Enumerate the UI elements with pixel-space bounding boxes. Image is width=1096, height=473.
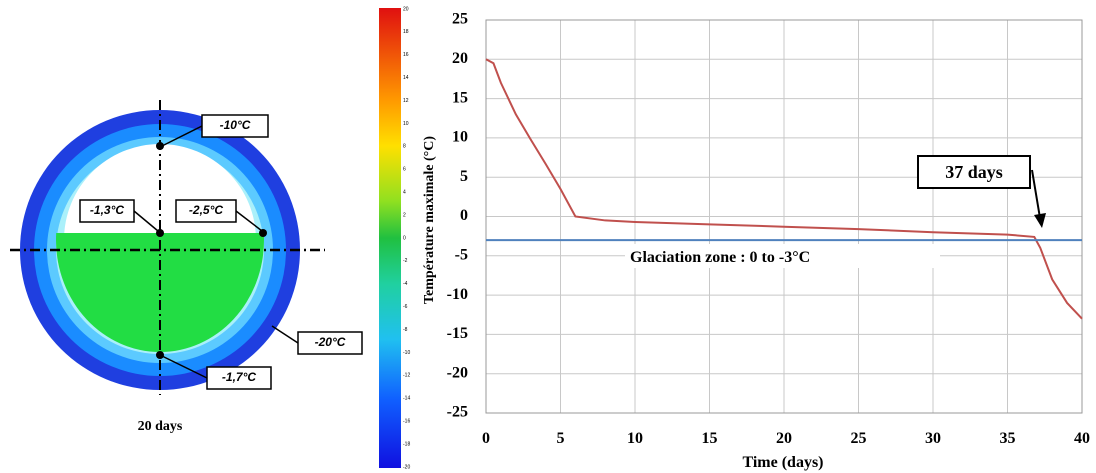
colorbar-label: -10	[403, 350, 410, 356]
leaders	[133, 125, 299, 379]
x-tick-label: 10	[627, 430, 643, 447]
annotation-bg	[625, 244, 940, 268]
y-tick-label: -10	[447, 286, 468, 303]
data-line	[485, 58, 1083, 320]
colorbar-label: 16	[403, 52, 409, 58]
colorbar-label: 0	[403, 235, 406, 241]
colorbar-label: -4	[403, 281, 408, 287]
colorbar-label: -8	[403, 327, 408, 333]
y-tick-label: 20	[452, 50, 468, 67]
section-diagram: -10°C -1,3°C -2,5°C -20°C -1,7°C 20 days	[10, 100, 363, 434]
temp-label: -2,5°C	[189, 203, 223, 217]
x-tick-label: 5	[557, 430, 565, 447]
colorbar-label: -12	[403, 373, 410, 379]
temp-label: -1,7°C	[222, 370, 256, 384]
temp-label: -10°C	[220, 118, 251, 132]
annotation-box	[917, 155, 1031, 189]
x-tick-label: 15	[702, 430, 718, 447]
colorbar-label: -14	[403, 396, 410, 402]
y-tick-label: -5	[455, 246, 468, 263]
colorbar-label: -16	[403, 419, 410, 425]
colorbar-label: 10	[403, 121, 409, 127]
colorbar-label: -20	[403, 464, 410, 470]
colorbar-label: 2	[403, 212, 406, 218]
y-tick-label: 10	[452, 129, 468, 146]
colorbar-ticks: 20181614121086420-2-4-6-8-10-12-14-16-18…	[403, 6, 410, 470]
colorbar-label: -18	[403, 441, 410, 447]
colorbar-label: 20	[403, 6, 409, 12]
colorbar-label: -2	[403, 258, 408, 264]
x-tick-label: 35	[1000, 430, 1016, 447]
liquid-zone	[56, 233, 264, 352]
temp-label: -1,3°C	[90, 203, 124, 217]
colorbar	[379, 8, 401, 468]
y-tick-label: -15	[447, 325, 468, 342]
y-tick-label: 15	[452, 89, 468, 106]
temp-label: -20°C	[315, 335, 346, 349]
colorbar-label: -6	[403, 304, 408, 310]
colorbar-label: 18	[403, 29, 409, 35]
arrow-head	[1034, 213, 1046, 228]
colorbar-label: 14	[403, 75, 409, 81]
annotation-arrow	[1031, 169, 1041, 219]
y-tick-label: -25	[447, 404, 468, 421]
y-tick-label: 5	[460, 168, 468, 185]
y-tick-label: 0	[460, 207, 468, 224]
x-axis-label: Time (days)	[742, 454, 823, 471]
x-tick-label: 20	[776, 430, 792, 447]
annotation: 37 days	[945, 162, 1003, 182]
colorbar-label: 4	[403, 190, 406, 196]
annotation: Glaciation zone : 0 to -3°C	[630, 249, 810, 266]
y-tick-label: 25	[452, 11, 468, 28]
line-chart: -25 -20 -15 -10 -5 0 5 10 15 20 25 0 5 10 15 20 25 30 35 40…	[422, 11, 1090, 471]
label-boxes	[79, 114, 363, 390]
x-tick-label: 25	[851, 430, 867, 447]
caption: 20 days	[138, 419, 183, 434]
colorbar-label: 8	[403, 144, 406, 150]
colorbar-label: 12	[403, 98, 409, 104]
x-tick-label: 40	[1074, 430, 1090, 447]
x-tick-label: 30	[925, 430, 941, 447]
y-tick-label: -20	[447, 364, 468, 381]
x-tick-label: 0	[482, 430, 490, 447]
colorbar-label: 6	[403, 167, 406, 173]
plot-frame	[485, 19, 1083, 414]
y-axis-label: Température maximale (°C)	[422, 136, 437, 304]
